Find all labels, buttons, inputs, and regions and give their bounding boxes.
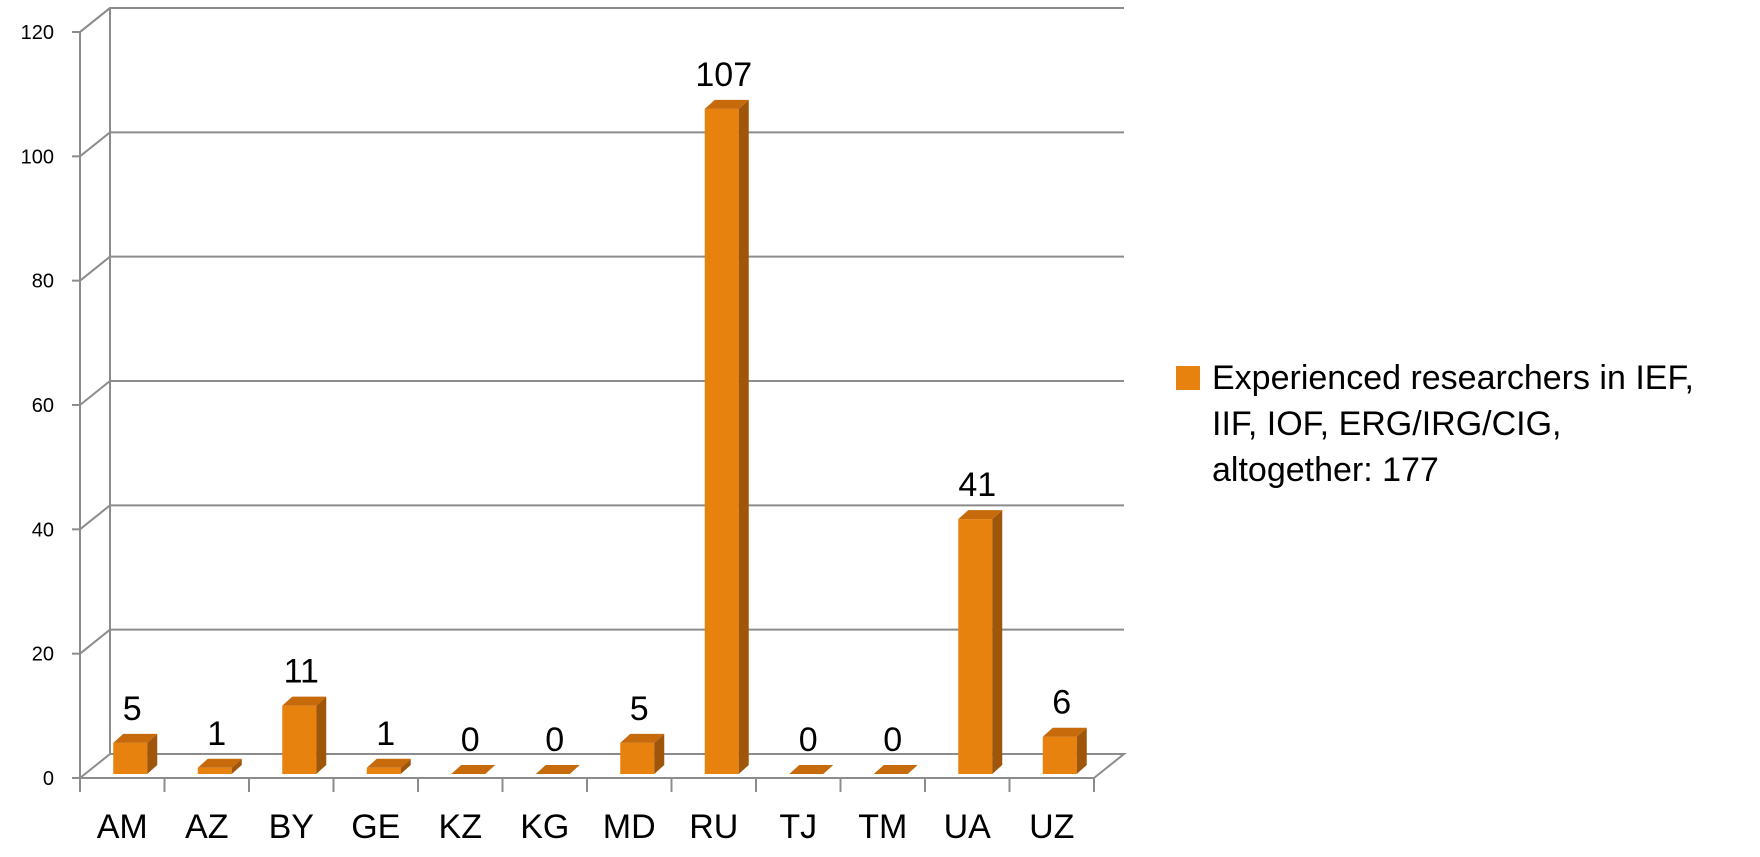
bar-front bbox=[282, 705, 317, 774]
data-label-md: 5 bbox=[630, 690, 649, 728]
bar-side bbox=[654, 733, 665, 774]
bar-uz bbox=[1042, 727, 1087, 774]
gridline bbox=[79, 255, 1124, 282]
bar-kg bbox=[535, 765, 580, 774]
floor-outline bbox=[79, 753, 1127, 779]
bar-md bbox=[620, 733, 665, 774]
x-category-label-kg: KG bbox=[520, 808, 569, 846]
bar-front bbox=[113, 742, 148, 774]
bar-front bbox=[704, 108, 739, 775]
data-label-kg: 0 bbox=[545, 721, 564, 759]
data-label-ru: 107 bbox=[695, 56, 752, 94]
gridline bbox=[79, 7, 1124, 33]
data-label-ua: 41 bbox=[958, 466, 996, 504]
legend-line-2: IIF, IOF, ERG/IRG/CIG, bbox=[1212, 405, 1561, 443]
legend-line-1: Experienced researchers in IEF, bbox=[1212, 359, 1694, 397]
bar-top bbox=[620, 733, 665, 743]
bar-ru bbox=[704, 99, 749, 775]
x-category-label-az: AZ bbox=[185, 808, 228, 846]
bar-top bbox=[113, 733, 158, 743]
bar-side bbox=[231, 758, 242, 774]
bar-top bbox=[282, 696, 327, 706]
y-tick-label: 100 bbox=[21, 146, 54, 168]
bar-front bbox=[958, 519, 993, 774]
bar-front bbox=[197, 767, 232, 774]
bar-side bbox=[147, 733, 158, 774]
bar-top bbox=[366, 758, 411, 768]
data-label-az: 1 bbox=[207, 715, 226, 753]
bar-top bbox=[451, 765, 496, 774]
y-tick-label: 80 bbox=[32, 271, 54, 293]
y-tick-label: 20 bbox=[32, 644, 54, 666]
bar-ua bbox=[958, 510, 1003, 774]
bar-by bbox=[282, 696, 327, 774]
bar-kz bbox=[451, 765, 496, 774]
x-category-label-am: AM bbox=[97, 808, 148, 846]
data-label-by: 11 bbox=[284, 653, 319, 691]
legend: Experienced researchers in IEF, IIF, IOF… bbox=[1176, 359, 1694, 489]
bars bbox=[113, 99, 1087, 775]
y-tick-label: 40 bbox=[32, 519, 54, 541]
data-label-tj: 0 bbox=[799, 721, 818, 759]
x-category-label-md: MD bbox=[603, 808, 656, 846]
bar-tj bbox=[789, 765, 834, 774]
bar-side bbox=[316, 696, 327, 774]
bar-top bbox=[704, 99, 749, 109]
bar-side bbox=[400, 758, 411, 774]
axes bbox=[72, 7, 1095, 792]
bar-az bbox=[197, 758, 242, 774]
bar-top bbox=[197, 758, 242, 768]
gridline bbox=[79, 131, 1124, 158]
bar-side bbox=[738, 99, 749, 775]
bar-tm bbox=[873, 765, 918, 774]
bar-side bbox=[992, 510, 1003, 774]
bar-top bbox=[789, 765, 834, 774]
gridline bbox=[79, 380, 1124, 406]
x-category-label-ua: UA bbox=[944, 808, 992, 846]
x-category-label-by: BY bbox=[269, 808, 314, 846]
data-label-ge: 1 bbox=[376, 715, 395, 753]
legend-line-3: altogether: 177 bbox=[1212, 451, 1439, 489]
bar-side bbox=[1076, 727, 1087, 774]
data-label-uz: 6 bbox=[1052, 684, 1071, 722]
data-label-kz: 0 bbox=[461, 721, 480, 759]
bar-top bbox=[535, 765, 580, 774]
x-category-label-ge: GE bbox=[351, 808, 400, 846]
y-tick-label: 0 bbox=[43, 768, 54, 790]
x-category-label-tj: TJ bbox=[779, 808, 817, 846]
x-category-labels: AM AZ BY GE KZ KG MD RU TJ TM UA UZ bbox=[97, 808, 1075, 846]
x-category-label-kz: KZ bbox=[439, 808, 482, 846]
y-tick-labels: 0 20 40 60 80 100 120 bbox=[21, 22, 54, 790]
x-category-label-ru: RU bbox=[689, 808, 738, 846]
bar-front bbox=[1042, 736, 1077, 774]
bar-front bbox=[620, 742, 655, 774]
y-tick-label: 120 bbox=[21, 22, 54, 44]
bar-top bbox=[1042, 727, 1087, 737]
bar-front bbox=[366, 767, 401, 774]
data-label-tm: 0 bbox=[883, 721, 902, 759]
y-tick-label: 60 bbox=[32, 395, 54, 417]
bar-ge bbox=[366, 758, 411, 774]
x-category-label-tm: TM bbox=[858, 808, 907, 846]
data-label-am: 5 bbox=[123, 690, 142, 728]
bar-top bbox=[958, 510, 1003, 520]
x-category-label-uz: UZ bbox=[1029, 808, 1074, 846]
bar-am bbox=[113, 733, 158, 774]
legend-swatch bbox=[1176, 366, 1200, 390]
bar-top bbox=[873, 765, 918, 774]
top-wall-edge bbox=[79, 7, 111, 33]
